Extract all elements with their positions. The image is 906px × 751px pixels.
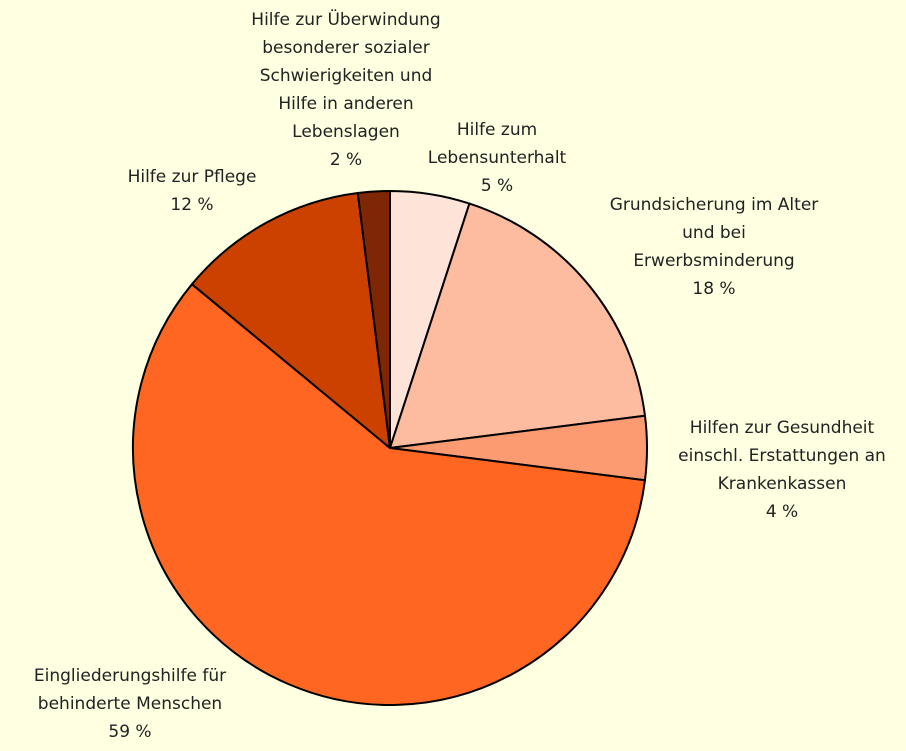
slice-label: Hilfe zum bbox=[457, 120, 537, 140]
pie-slice bbox=[132, 283, 646, 706]
pie-slice bbox=[190, 192, 391, 449]
value-label: 4 % bbox=[766, 502, 798, 522]
slice-label: besonderer sozialer bbox=[262, 38, 430, 58]
pie-slice bbox=[356, 190, 391, 449]
slice-label: behinderte Menschen bbox=[38, 694, 222, 714]
value-label: 18 % bbox=[692, 279, 735, 299]
slice-label: einschl. Erstattungen an bbox=[678, 446, 886, 466]
value-label: 5 % bbox=[481, 176, 513, 196]
value-label: 59 % bbox=[108, 722, 151, 742]
slice-label: Grundsicherung im Alter bbox=[610, 195, 819, 215]
slice-label: Hilfe zur Überwindung bbox=[251, 8, 440, 30]
slice-label: Krankenkassen bbox=[718, 474, 847, 494]
slice-label: Hilfe zur Pflege bbox=[128, 167, 257, 187]
slice-label: und bei bbox=[682, 223, 746, 243]
slice-label: Hilfe in anderen bbox=[278, 94, 413, 114]
slice-label: Schwierigkeiten und bbox=[260, 66, 433, 86]
slice-label: Eingliederungshilfe für bbox=[34, 666, 226, 686]
value-label: 12 % bbox=[170, 195, 213, 215]
pie-slice bbox=[389, 202, 646, 449]
slice-label: Erwerbsminderung bbox=[633, 251, 794, 271]
slice-label: Lebenslagen bbox=[292, 122, 400, 142]
slice-label: Lebensunterhalt bbox=[428, 148, 567, 168]
slice-label: Hilfen zur Gesundheit bbox=[690, 418, 875, 438]
value-label: 2 % bbox=[330, 150, 362, 170]
